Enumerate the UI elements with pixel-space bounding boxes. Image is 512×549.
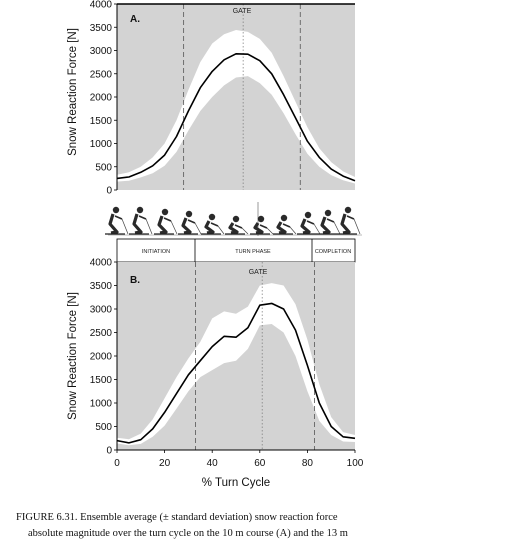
skier-figure [250,215,274,235]
panel-a-y-tick-label: 1500 [90,116,113,127]
caption-line-2: absolute magnitude over the turn cycle o… [28,528,348,539]
skier-figure [154,208,178,235]
panel-b-x-axis-label: % Turn Cycle [202,477,270,489]
panel-b-letter: B. [130,275,140,286]
panel-b-x-tick-label: 0 [114,458,120,469]
skier-figure [105,206,129,235]
panel-a-sd-band [117,30,355,184]
skier-figure [337,206,361,235]
panel-b-x-tick-label: 80 [302,458,314,469]
panel-a-y-tick-label: 0 [106,186,112,197]
panel-a-mean-line [116,53,356,182]
panel-a-y-axis-label: Snow Reaction Force [N] [67,28,79,156]
panel-b-y-tick-label: 3000 [90,305,113,316]
panel-b-marks [116,262,356,450]
panel-b-y-tick-label: 0 [106,446,112,457]
panel-a-y-tick-label: 2000 [90,93,113,104]
panel-b-x-tick-label: 100 [347,458,364,469]
panel-b-y-tick-label: 1000 [90,399,113,410]
panel-a-y-ticks: 0 500 1000 1500 2000 2500 3000 3500 4000 [90,0,117,197]
panel-b-y-tick-label: 500 [95,422,112,433]
panel-b-y-tick-label: 2000 [90,352,113,363]
panel-a-letter: A. [130,14,140,25]
panel-b-y-axis-label: Snow Reaction Force [N] [67,292,79,420]
panel-a-y-tick-label: 1000 [90,139,113,150]
panel-a-y-tick-label: 3000 [90,46,113,57]
panel-b-x-tick-label: 20 [159,458,171,469]
panel-b-x-ticks: 0 20 40 60 80 100 [114,450,364,469]
panel-a-y-tick-label: 3500 [90,23,113,34]
skier-figure [297,211,321,235]
panel-b-x-tick-label: 40 [207,458,219,469]
phase-bar: INITIATION TURN PHASE COMPLETION [116,238,356,263]
skier-figure [129,206,153,235]
panel-b-y-tick-label: 1500 [90,375,113,386]
panel-b-y-tick-label: 3500 [90,281,113,292]
panel-a-y-tick-label: 4000 [90,0,113,11]
figure-caption: FIGURE 6.31. Ensemble average (± standar… [16,510,496,542]
panel-a-marks [116,4,356,190]
panel-b: 0 500 1000 1500 2000 2500 3000 3500 4000 0 20 40 60… [67,258,364,490]
skier-sequence-illustration [105,202,362,236]
skier-figure [317,209,341,235]
panel-b-sd-band [117,283,355,446]
caption-line-1: FIGURE 6.31. Ensemble average (± standar… [16,512,338,523]
panel-b-y-tick-label: 4000 [90,258,113,269]
skier-figure [225,215,249,235]
panel-a-gate-label: GATE [233,8,252,15]
skier-figure [273,214,297,235]
panel-b-mean-line [116,302,356,444]
phase-turn-label: TURN PHASE [235,249,271,255]
panel-b-gate-label: GATE [249,269,268,276]
panel-a-y-tick-label: 2500 [90,69,113,80]
phase-initiation-label: INITIATION [142,249,170,255]
panel-b-y-ticks: 0 500 1000 1500 2000 2500 3000 3500 4000 [90,258,117,457]
phase-completion-label: COMPLETION [315,249,351,255]
panel-b-x-tick-label: 60 [254,458,266,469]
skier-figure [201,213,225,235]
panel-b-y-tick-label: 2500 [90,328,113,339]
panel-a: 0 500 1000 1500 2000 2500 3000 3500 4000 A. GATE… [67,0,356,197]
panel-a-y-tick-label: 500 [95,162,112,173]
skier-figure [178,210,202,235]
